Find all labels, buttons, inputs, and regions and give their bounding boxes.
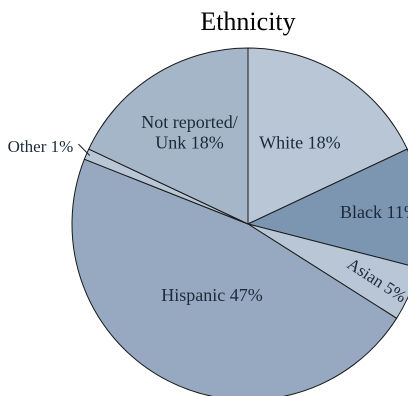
leader-line-other bbox=[78, 143, 91, 156]
pie-slice-black bbox=[246, 148, 408, 266]
chart-title: Ethnicity bbox=[200, 7, 295, 36]
pie-slice-hispanic bbox=[71, 158, 398, 396]
data-label-white: White 18% bbox=[259, 133, 340, 153]
pie-slice-not-reported-unk bbox=[88, 47, 249, 225]
data-label-not-reported-unk: Not reported/Unk 18% bbox=[141, 112, 237, 153]
data-label-hispanic: Hispanic 47% bbox=[161, 285, 262, 305]
data-label-other: Other 1% bbox=[8, 137, 74, 156]
pie-slices bbox=[71, 47, 408, 396]
data-label-black: Black 11% bbox=[340, 202, 408, 222]
pie-slice-white bbox=[247, 47, 408, 225]
